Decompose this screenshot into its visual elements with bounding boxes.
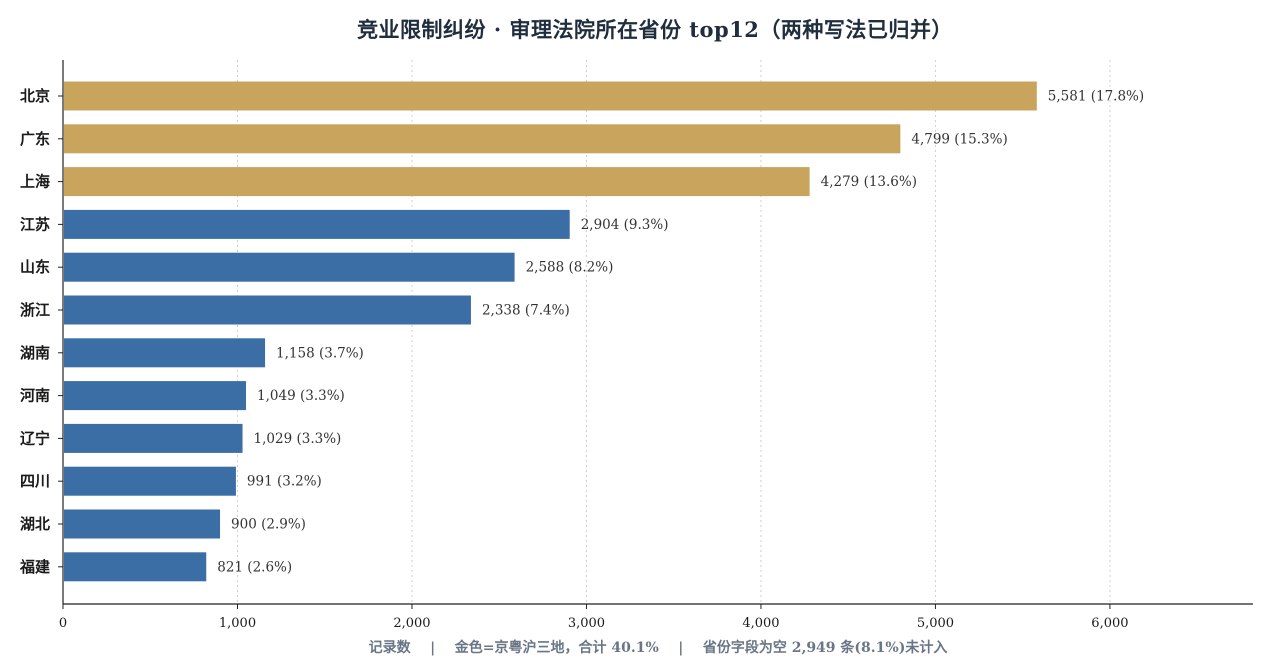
bar bbox=[64, 423, 243, 453]
category-label: 北京 bbox=[20, 87, 50, 105]
category-label: 上海 bbox=[20, 173, 50, 191]
category-label: 湖南 bbox=[20, 344, 50, 362]
data-label: 821 (2.6%) bbox=[217, 559, 292, 575]
x-tick-label: 2,000 bbox=[393, 616, 430, 631]
bar bbox=[64, 466, 236, 496]
category-label: 江苏 bbox=[20, 215, 50, 233]
bar bbox=[64, 81, 1037, 111]
bar bbox=[64, 295, 471, 325]
data-label: 5,581 (17.8%) bbox=[1048, 89, 1144, 105]
x-tick-label: 1,000 bbox=[219, 616, 256, 631]
x-axis-label: 记录数 | 金色=京粤沪三地，合计 40.1% | 省份字段为空 2,949 条… bbox=[369, 639, 948, 656]
category-label: 四川 bbox=[20, 472, 50, 490]
bar bbox=[64, 167, 810, 197]
category-label: 河南 bbox=[20, 387, 50, 405]
data-label: 4,279 (13.6%) bbox=[821, 174, 917, 190]
bar bbox=[64, 509, 221, 539]
category-label: 福建 bbox=[19, 558, 51, 576]
x-tick-label: 5,000 bbox=[917, 616, 954, 631]
data-label: 4,799 (15.3%) bbox=[911, 131, 1007, 147]
x-tick-label: 0 bbox=[59, 616, 67, 631]
data-label: 2,904 (9.3%) bbox=[581, 217, 669, 233]
bar bbox=[64, 552, 207, 582]
data-label: 900 (2.9%) bbox=[231, 517, 306, 533]
axes: 0 1,000 2,000 3,000 4,000 5,000 6,000 bbox=[58, 60, 1253, 631]
bar bbox=[64, 124, 901, 154]
bars: 北京 5,581 (17.8%) 广东 4,799 (15.3%) 上海 4,279 (1… bbox=[19, 81, 1144, 582]
data-label: 1,049 (3.3%) bbox=[257, 388, 345, 404]
category-label: 广东 bbox=[20, 130, 50, 148]
chart-title: 竞业限制纠纷 · 审理法院所在省份 top12（两种写法已归并） bbox=[357, 17, 953, 42]
x-tick-label: 6,000 bbox=[1091, 616, 1128, 631]
bar bbox=[64, 338, 266, 368]
data-label: 1,029 (3.3%) bbox=[254, 431, 342, 447]
category-label: 湖北 bbox=[20, 515, 50, 533]
bar bbox=[64, 209, 570, 239]
category-label: 山东 bbox=[20, 258, 50, 276]
bar bbox=[64, 381, 247, 411]
category-label: 浙江 bbox=[20, 301, 50, 319]
data-label: 2,338 (7.4%) bbox=[482, 303, 570, 319]
bar bbox=[64, 252, 515, 282]
data-label: 1,158 (3.7%) bbox=[276, 345, 364, 361]
category-label: 辽宁 bbox=[20, 429, 50, 447]
data-label: 2,588 (8.2%) bbox=[526, 260, 614, 276]
x-tick-label: 4,000 bbox=[742, 616, 779, 631]
data-label: 991 (3.2%) bbox=[247, 474, 322, 490]
x-tick-label: 3,000 bbox=[568, 616, 605, 631]
